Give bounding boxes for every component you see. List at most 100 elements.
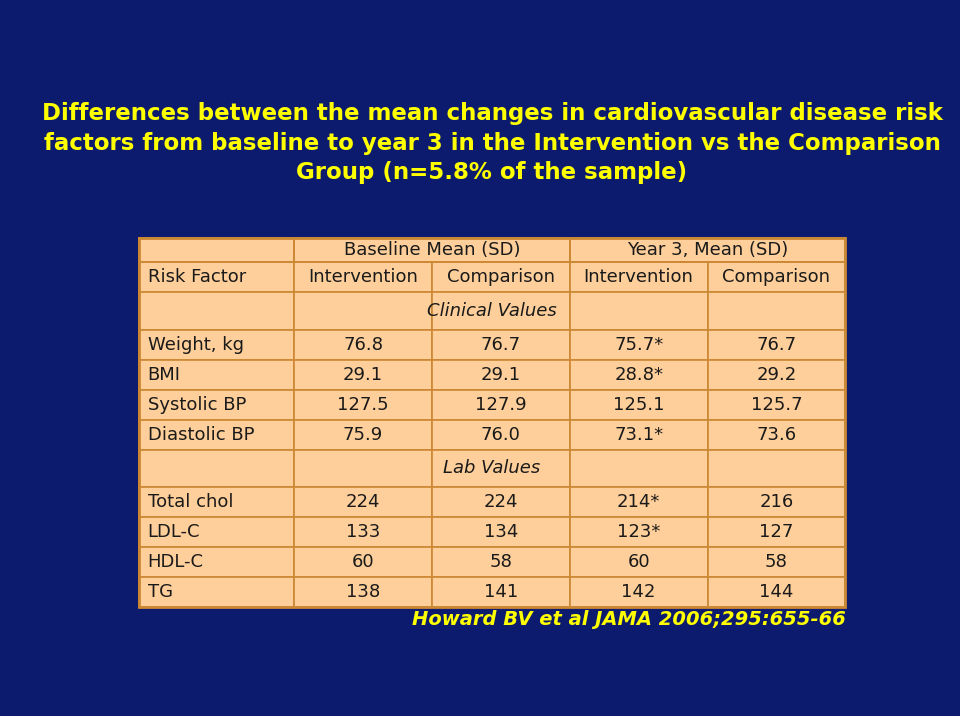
Bar [294,450,432,487]
Bar [432,292,569,330]
Text: Howard BV et al JAMA 2006;295:655-66: Howard BV et al JAMA 2006;295:655-66 [412,610,846,629]
Text: 133: 133 [346,523,380,541]
Bar [294,577,432,607]
Text: 142: 142 [621,583,656,601]
Bar [138,330,294,360]
Text: Lab Values: Lab Values [444,460,540,478]
Bar [294,547,432,577]
Text: Diastolic BP: Diastolic BP [148,426,254,444]
Text: 76.8: 76.8 [343,336,383,354]
Text: 125.7: 125.7 [751,396,803,414]
Bar [432,263,569,292]
Text: 127: 127 [759,523,794,541]
Text: 60: 60 [627,553,650,571]
Text: 144: 144 [759,583,794,601]
Bar [294,292,432,330]
Bar [569,292,708,330]
Text: 29.1: 29.1 [343,366,383,384]
Bar [569,450,708,487]
Bar [432,390,569,420]
Text: 76.7: 76.7 [756,336,797,354]
Bar [569,517,708,547]
Text: 123*: 123* [617,523,660,541]
Bar [294,263,432,292]
Bar [138,238,294,263]
Bar [708,330,846,360]
Bar [138,547,294,577]
Bar [138,577,294,607]
Bar [708,517,846,547]
Bar [294,238,569,263]
Bar [294,517,432,547]
Bar [432,330,569,360]
Text: 73.6: 73.6 [756,426,797,444]
Bar [294,420,432,450]
Text: Comparison: Comparison [446,268,555,286]
Bar [294,487,432,517]
Bar [138,517,294,547]
Text: Differences between the mean changes in cardiovascular disease risk
factors from: Differences between the mean changes in … [41,102,943,184]
Bar [138,450,294,487]
Text: Total chol: Total chol [148,493,233,511]
Text: Comparison: Comparison [723,268,830,286]
Bar [569,360,708,390]
Text: 60: 60 [351,553,374,571]
Bar [569,420,708,450]
Bar [569,330,708,360]
Text: Intervention: Intervention [584,268,693,286]
Text: 216: 216 [759,493,794,511]
Bar [294,360,432,390]
Bar [569,547,708,577]
Text: 125.1: 125.1 [612,396,664,414]
Text: 58: 58 [765,553,788,571]
Text: Baseline Mean (SD): Baseline Mean (SD) [344,241,520,259]
Text: 224: 224 [484,493,518,511]
Text: Intervention: Intervention [308,268,418,286]
Text: 224: 224 [346,493,380,511]
Text: Year 3, Mean (SD): Year 3, Mean (SD) [627,241,788,259]
Bar [432,577,569,607]
Bar [138,487,294,517]
Text: BMI: BMI [148,366,180,384]
Bar [708,450,846,487]
Text: 29.1: 29.1 [481,366,521,384]
Bar [708,292,846,330]
Text: 75.7*: 75.7* [614,336,663,354]
Bar [708,577,846,607]
Bar [432,547,569,577]
Bar [294,330,432,360]
Bar [138,420,294,450]
Bar [569,577,708,607]
Bar [708,263,846,292]
Text: Clinical Values: Clinical Values [427,302,557,320]
Text: 76.7: 76.7 [481,336,521,354]
Text: 138: 138 [346,583,380,601]
Bar [432,487,569,517]
Text: 76.0: 76.0 [481,426,520,444]
Bar [138,263,294,292]
Bar [432,360,569,390]
Bar [569,263,708,292]
Bar [432,420,569,450]
Bar [569,390,708,420]
Bar [138,390,294,420]
Text: 134: 134 [484,523,518,541]
Bar [708,547,846,577]
Text: 29.2: 29.2 [756,366,797,384]
Text: 75.9: 75.9 [343,426,383,444]
Text: Risk Factor: Risk Factor [148,268,246,286]
Text: Systolic BP: Systolic BP [148,396,246,414]
Text: 58: 58 [490,553,513,571]
Bar [569,238,846,263]
Text: 141: 141 [484,583,518,601]
Text: 28.8*: 28.8* [614,366,663,384]
Text: TG: TG [148,583,173,601]
Text: LDL-C: LDL-C [148,523,200,541]
Bar [708,360,846,390]
Text: 214*: 214* [617,493,660,511]
Bar [138,292,294,330]
Bar [708,487,846,517]
Text: 127.9: 127.9 [475,396,527,414]
Bar [294,390,432,420]
Bar [138,238,846,607]
